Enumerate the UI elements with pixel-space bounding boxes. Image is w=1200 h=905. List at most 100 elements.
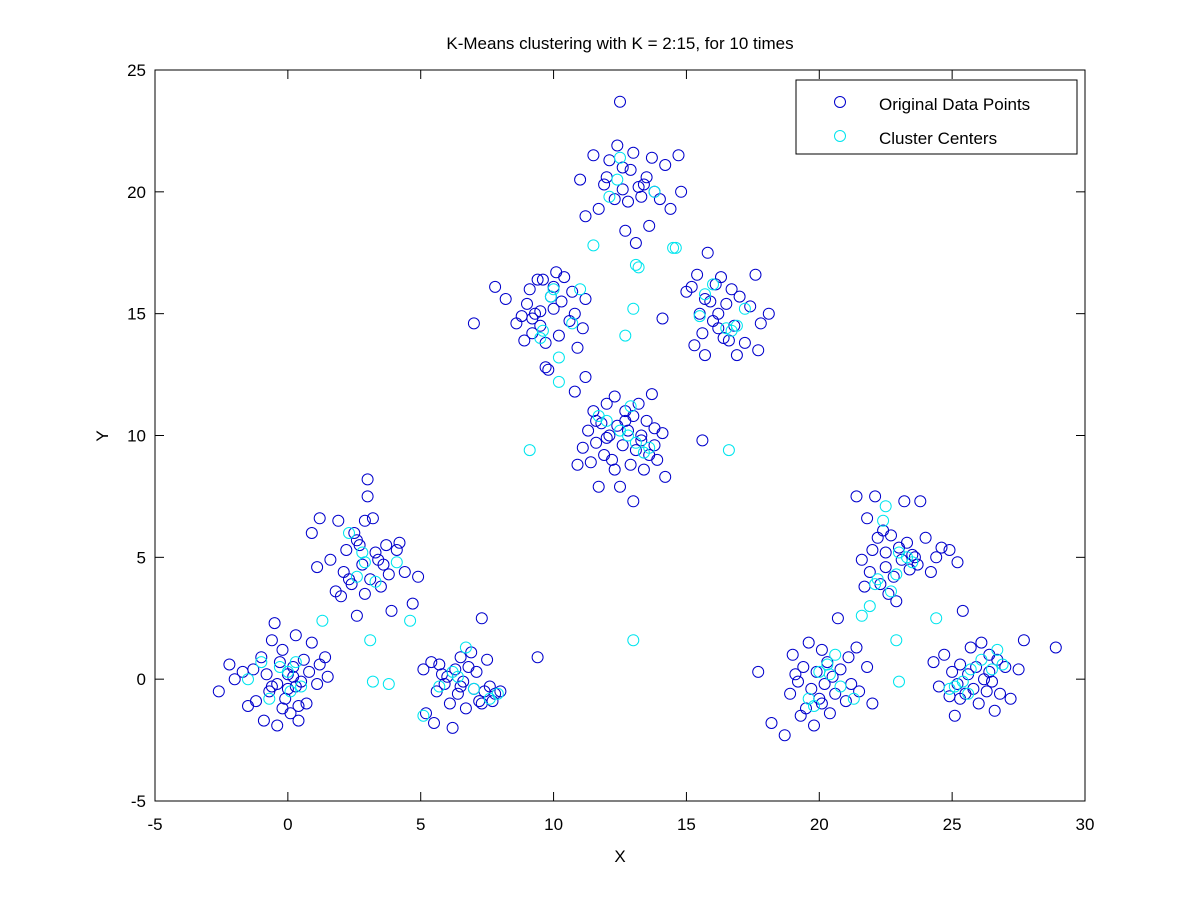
cluster-center xyxy=(885,585,897,598)
cluster-center xyxy=(281,665,294,678)
data-point xyxy=(659,470,672,483)
data-point xyxy=(643,219,656,232)
data-point xyxy=(1017,634,1030,647)
data-point xyxy=(629,444,642,457)
cluster-center xyxy=(930,612,943,625)
data-point xyxy=(664,202,677,215)
data-point xyxy=(911,558,924,571)
cluster-center xyxy=(996,658,1009,671)
legend-label-centers: Cluster Centers xyxy=(879,129,997,148)
cluster-center xyxy=(316,614,329,627)
data-point xyxy=(1004,692,1017,705)
data-point xyxy=(866,544,879,556)
data-point xyxy=(470,665,483,678)
data-point xyxy=(348,527,361,539)
data-point xyxy=(366,512,379,525)
data-point xyxy=(622,424,634,437)
cluster-center xyxy=(847,692,860,705)
data-point xyxy=(778,729,791,742)
data-point xyxy=(980,685,993,698)
data-point xyxy=(592,202,605,215)
data-point xyxy=(972,697,985,710)
data-point xyxy=(815,697,828,710)
data-point xyxy=(292,700,305,712)
cluster-center xyxy=(629,436,642,449)
y-tick-label: -5 xyxy=(131,792,146,811)
data-point xyxy=(701,246,714,259)
data-point xyxy=(614,95,626,108)
data-point xyxy=(311,561,324,574)
data-point xyxy=(228,673,241,686)
data-point xyxy=(802,636,815,649)
cluster-center xyxy=(808,700,820,712)
y-tick-label: 25 xyxy=(127,61,146,80)
data-point xyxy=(831,612,844,625)
data-point xyxy=(518,334,531,347)
data-point xyxy=(688,339,701,352)
data-point xyxy=(744,300,757,313)
data-point xyxy=(765,717,778,729)
legend: Original Data Points Cluster Centers xyxy=(795,79,1078,155)
cluster-center xyxy=(552,351,565,364)
cluster-center xyxy=(871,573,884,586)
data-point xyxy=(691,268,704,281)
cluster-center xyxy=(648,185,661,198)
series-cluster-centers xyxy=(242,151,1009,722)
data-point xyxy=(587,149,600,162)
data-point xyxy=(260,668,273,681)
data-point xyxy=(412,570,425,583)
legend-label-data: Original Data Points xyxy=(879,95,1030,114)
data-point xyxy=(675,185,688,198)
data-point xyxy=(311,678,324,690)
data-point xyxy=(656,312,669,325)
data-point xyxy=(364,573,377,586)
data-point xyxy=(640,414,653,427)
data-point xyxy=(725,283,738,296)
data-point xyxy=(712,307,725,320)
data-point xyxy=(951,556,964,569)
cluster-center xyxy=(382,678,395,690)
cluster-center xyxy=(877,514,890,527)
cluster-center xyxy=(390,556,403,569)
cluster-center xyxy=(632,261,645,274)
cluster-center xyxy=(603,190,616,203)
data-point xyxy=(975,636,988,649)
cluster-center xyxy=(823,668,836,681)
data-point xyxy=(789,668,802,681)
cluster-center xyxy=(289,656,302,669)
data-point xyxy=(417,663,430,676)
data-point xyxy=(531,651,544,664)
data-point xyxy=(255,651,268,664)
data-point xyxy=(425,656,438,669)
data-point xyxy=(914,495,927,508)
cluster-center xyxy=(829,648,842,661)
cluster-center xyxy=(906,556,919,569)
cluster-center xyxy=(536,324,549,337)
cluster-center xyxy=(629,258,642,271)
data-point xyxy=(622,195,634,208)
data-point xyxy=(451,687,464,700)
data-point xyxy=(866,697,879,710)
data-point xyxy=(720,297,733,310)
data-point xyxy=(699,349,711,362)
cluster-center xyxy=(991,643,1004,656)
data-point xyxy=(250,695,262,708)
data-point xyxy=(672,149,685,162)
data-point xyxy=(335,590,347,603)
data-point xyxy=(885,529,897,542)
data-point xyxy=(948,709,961,722)
cluster-center xyxy=(890,634,903,647)
data-point xyxy=(459,702,472,715)
data-point xyxy=(850,490,863,503)
data-point xyxy=(406,597,419,610)
data-point xyxy=(608,193,621,206)
data-point xyxy=(784,687,797,700)
data-point xyxy=(749,268,762,281)
data-point xyxy=(579,371,592,383)
data-point xyxy=(438,678,451,690)
cluster-center xyxy=(404,614,417,627)
data-point xyxy=(398,566,411,578)
data-point xyxy=(645,151,658,164)
